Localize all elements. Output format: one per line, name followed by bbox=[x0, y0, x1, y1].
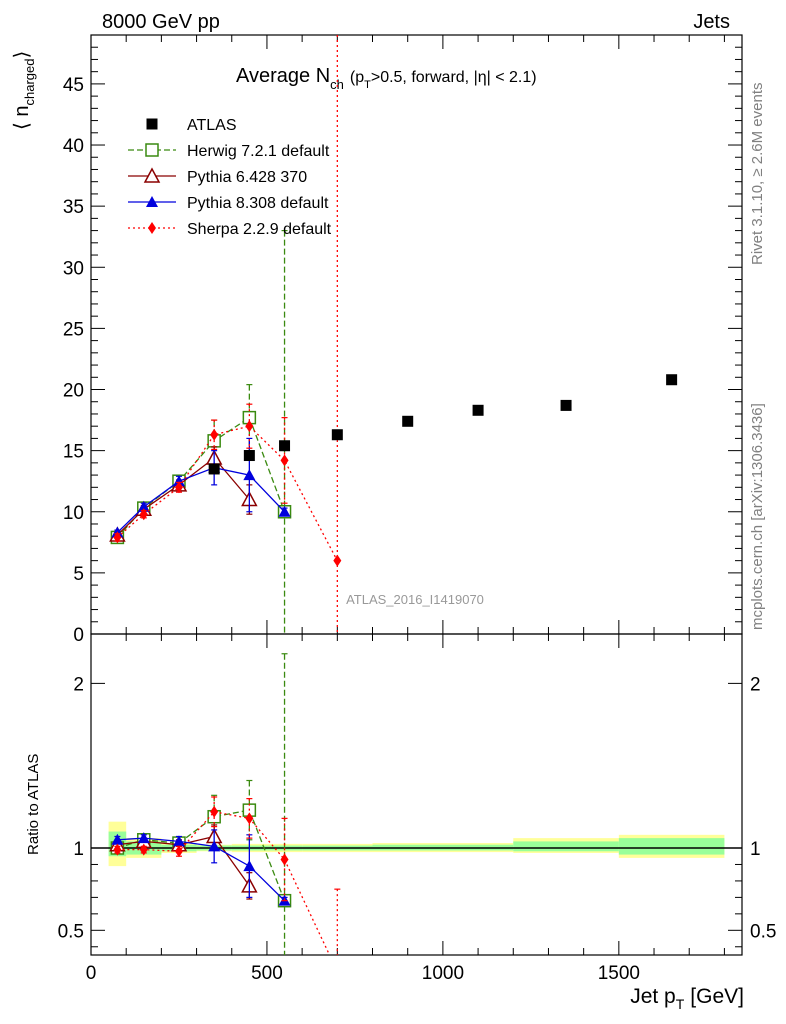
main-plot: 0 5 10 15 20 25 30 35 40 45 bbox=[63, 34, 743, 646]
legend-label-pythia6: Pythia 6.428 370 bbox=[187, 169, 307, 186]
header-right: Jets bbox=[693, 11, 730, 33]
pythia8-point bbox=[243, 469, 256, 481]
legend-marker-atlas bbox=[146, 118, 158, 130]
ratio-y-tick-label-right: 1 bbox=[750, 839, 761, 860]
y-tick-label: 20 bbox=[63, 381, 84, 402]
ratio-frame bbox=[90, 633, 743, 956]
pythia8-line bbox=[116, 467, 285, 533]
sherpa-line bbox=[116, 425, 338, 562]
y-tick-label: 0 bbox=[73, 625, 84, 646]
pythia8-point bbox=[172, 475, 185, 487]
x-tick-label: 1500 bbox=[598, 963, 640, 984]
legend-label-pythia8: Pythia 8.308 default bbox=[187, 195, 329, 212]
atlas-point bbox=[472, 404, 484, 416]
legend-label-herwig: Herwig 7.2.1 default bbox=[187, 143, 330, 160]
legend-marker-herwig bbox=[145, 143, 159, 157]
ratio-band-green bbox=[513, 841, 619, 852]
pythia8-point bbox=[208, 840, 221, 852]
pythia8-point bbox=[137, 832, 150, 844]
sherpa-point bbox=[210, 805, 219, 818]
svg-text:⟨ ncharged⟩: ⟨ ncharged⟩ bbox=[11, 51, 37, 130]
y-tick-label: 10 bbox=[63, 503, 84, 524]
rivet-label: Rivet 3.1.10, ≥ 2.6M events bbox=[749, 83, 766, 266]
legend-label-sherpa: Sherpa 2.2.9 default bbox=[187, 221, 332, 238]
sherpa-point bbox=[280, 853, 289, 866]
ratio-band-green bbox=[618, 838, 725, 855]
y-tick-label: 15 bbox=[63, 442, 84, 463]
main-title: Average Nch (pT>0.5, forward, |η| < 2.1) bbox=[236, 65, 537, 92]
atlas-point bbox=[243, 450, 255, 462]
sherpa-point bbox=[245, 420, 254, 433]
pythia8-point bbox=[278, 505, 291, 517]
xlabel-sub: T bbox=[676, 996, 685, 1012]
title-sub: ch bbox=[330, 77, 344, 92]
header-left: 8000 GeV pp bbox=[102, 11, 220, 33]
sherpa-point bbox=[139, 843, 148, 856]
atlas-point bbox=[331, 429, 343, 441]
ratio-xlabel: Jet pT [GeV] bbox=[630, 985, 744, 1012]
pythia8-point bbox=[111, 833, 124, 845]
x-tick-label: 0 bbox=[86, 963, 97, 984]
analysis-id: ATLAS_2016_I1419070 bbox=[346, 592, 484, 607]
legend-label-atlas: ATLAS bbox=[187, 117, 237, 134]
ratio-y-tick-label-right: 0.5 bbox=[750, 921, 776, 942]
main-ylabel-sub: charged bbox=[22, 59, 37, 106]
y-tick-label: 40 bbox=[63, 136, 84, 157]
atlas-point bbox=[208, 463, 220, 475]
sherpa-point bbox=[210, 428, 219, 441]
sherpa-point bbox=[174, 481, 183, 494]
ratio-plot: 0 500 1000 1500 0.5 0.5 1 1 2 2 bbox=[58, 633, 776, 984]
title-cond: (p bbox=[350, 69, 364, 86]
ratio-y-tick-label: 1 bbox=[73, 839, 84, 860]
sherpa-point bbox=[280, 454, 289, 467]
atlas-point bbox=[279, 440, 291, 452]
xlabel-unit: [GeV] bbox=[690, 985, 744, 1008]
y-tick-label: 45 bbox=[63, 75, 84, 96]
pythia6-line bbox=[116, 457, 250, 536]
y-tick-label: 25 bbox=[63, 319, 84, 340]
main-ylabel: ⟨ ncharged⟩ bbox=[11, 51, 37, 130]
main-ylabel-close: ⟩ bbox=[11, 51, 33, 59]
main-ylabel-text: ⟨ n bbox=[11, 106, 33, 130]
ratio-y-tick-label-right: 2 bbox=[750, 674, 761, 695]
pythia8-line bbox=[117, 837, 285, 902]
pythia8-point bbox=[172, 835, 185, 847]
sherpa-point bbox=[113, 843, 122, 856]
herwig-line bbox=[116, 416, 286, 538]
y-tick-label: 5 bbox=[73, 564, 84, 585]
pythia8-point bbox=[243, 860, 256, 872]
sherpa-point bbox=[113, 531, 122, 544]
ratio-ylabel: Ratio to ATLAS bbox=[25, 754, 42, 855]
legend-marker-pythia8 bbox=[146, 196, 158, 207]
atlas-point bbox=[666, 374, 678, 386]
pythia8-point bbox=[137, 500, 150, 512]
sherpa-point bbox=[245, 812, 254, 825]
legend: ATLAS Herwig 7.2.1 default Pythia 6.428 37… bbox=[128, 117, 332, 238]
sherpa-point bbox=[333, 554, 342, 567]
title-cond-sub: T bbox=[364, 79, 371, 91]
xlabel-text: Jet p bbox=[630, 985, 676, 1008]
mcplots-label: mcplots.cern.ch [arXiv:1306.3436] bbox=[749, 403, 766, 630]
legend-marker-pythia6 bbox=[143, 167, 161, 183]
title-main: Average N bbox=[236, 65, 330, 87]
title-cond-rest: >0.5, forward, |η| < 2.1) bbox=[371, 69, 537, 86]
legend-marker-sherpa bbox=[148, 222, 156, 234]
x-tick-label: 1000 bbox=[422, 963, 464, 984]
sherpa-point bbox=[174, 845, 183, 858]
ratio-y-tick-label: 0.5 bbox=[58, 921, 84, 942]
sherpa-point bbox=[139, 508, 148, 521]
y-tick-label: 35 bbox=[63, 197, 84, 218]
x-tick-label: 500 bbox=[251, 963, 283, 984]
atlas-point bbox=[560, 399, 572, 411]
atlas-point bbox=[402, 415, 414, 427]
y-tick-label: 30 bbox=[63, 258, 84, 279]
ratio-y-tick-label: 2 bbox=[73, 674, 84, 695]
